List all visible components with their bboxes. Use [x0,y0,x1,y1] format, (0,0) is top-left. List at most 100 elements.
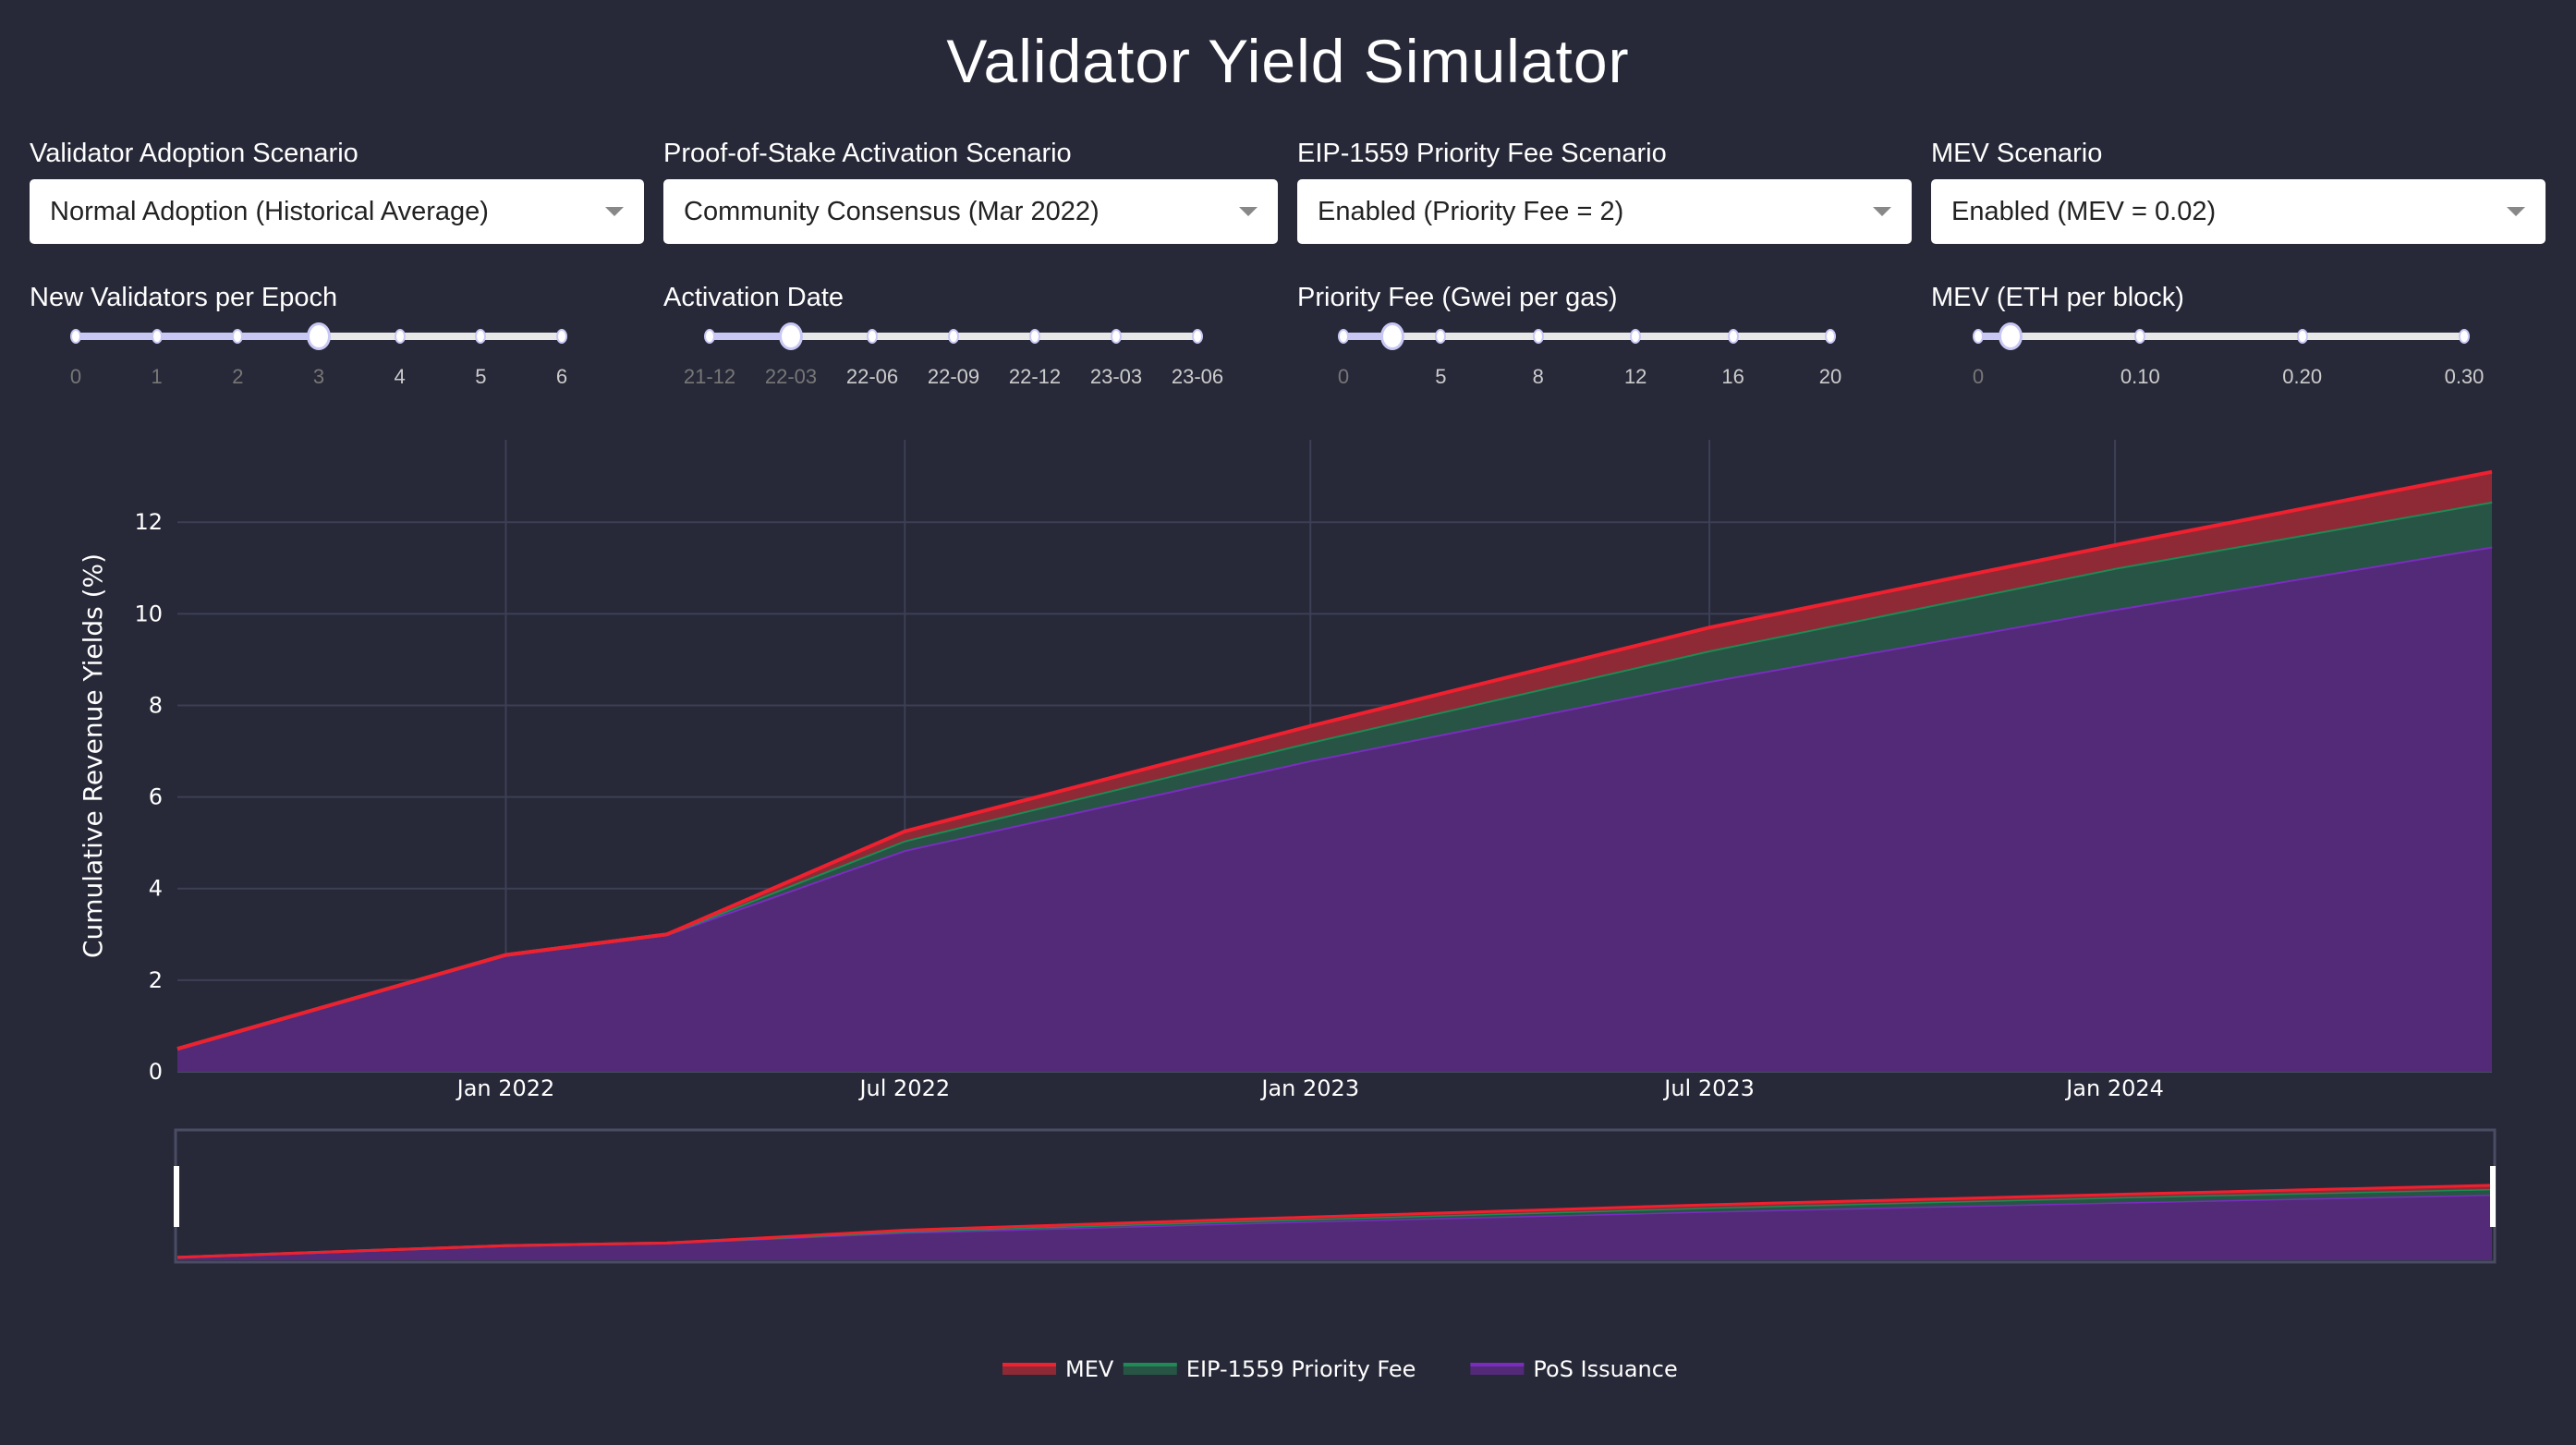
scenario-label: Validator Adoption Scenario [30,139,358,168]
scenario-dropdown[interactable]: Community Consensus (Mar 2022) [663,179,1278,244]
slider-step[interactable] [1727,329,1739,344]
legend-swatch-mev [1002,1364,1056,1375]
dropdown-value: Community Consensus (Mar 2022) [684,196,1100,226]
slider[interactable]: 0 5 8 12 16 20 [1297,313,1912,396]
slider-step[interactable] [232,329,244,344]
y-tick-label: 12 [134,509,163,535]
slider-step[interactable] [867,329,878,344]
x-tick-label: Jan 2023 [1259,1075,1359,1101]
scenario-label: Proof-of-Stake Activation Scenario [663,139,1072,168]
x-tick-label: Jul 2022 [857,1075,950,1101]
slider-track[interactable] [1343,333,1830,340]
slider-tick-label: 16 [1721,365,1744,388]
slider-tick-label: 1 [151,365,163,388]
slider-tick-label: 23-03 [1089,365,1143,388]
x-tick-label: Jan 2024 [2064,1075,2164,1101]
slider-fill [1343,333,1392,340]
slider-step[interactable] [2134,329,2146,344]
slider-step[interactable] [1338,329,1349,344]
control-group: EIP-1559 Priority Fee Scenario Enabled (… [1297,139,1912,396]
legend-swatch-fee [1123,1364,1177,1375]
slider-tick-label: 21-12 [683,365,736,388]
slider-step[interactable] [70,329,81,344]
slider-step[interactable] [2296,329,2308,344]
scenario-dropdown[interactable]: Enabled (Priority Fee = 2) [1297,179,1912,244]
slider[interactable]: 0 1 2 3 4 5 6 [30,313,644,396]
range-area-pos [177,1194,2492,1260]
slider-tick-label: 22-03 [764,365,818,388]
slider-tick-label: 5 [1435,365,1447,388]
slider-fill [1978,333,2011,340]
series-area-pos [177,546,2492,1072]
slider-tick-label: 20 [1818,365,1842,388]
slider-handle[interactable] [779,322,803,350]
y-axis-label: Cumulative Revenue Yields (%) [78,553,108,958]
dropdown-value: Enabled (Priority Fee = 2) [1318,196,1624,226]
slider-tick-label: 3 [312,365,325,388]
chevron-down-icon [2507,207,2525,216]
slider-fill [710,333,791,340]
scenario-dropdown[interactable]: Enabled (MEV = 0.02) [1931,179,2546,244]
slider-step[interactable] [1973,329,1984,344]
slider[interactable]: 21-12 22-03 22-06 22-09 22-12 23-03 23-0… [663,313,1278,396]
y-tick-label: 2 [149,967,163,993]
scenario-dropdown[interactable]: Normal Adoption (Historical Average) [30,179,644,244]
scenario-label: MEV Scenario [1931,139,2103,168]
slider-handle[interactable] [1379,322,1404,350]
range-area-fee [177,1188,2492,1257]
y-tick-label: 10 [134,601,163,626]
slider-step[interactable] [1825,329,1836,344]
slider-handle[interactable] [307,322,331,350]
legend-label: MEV [1065,1356,1114,1382]
slider-tick-label: 5 [475,365,487,388]
slider-label: Priority Fee (Gwei per gas) [1297,283,1618,312]
series-line-mev [176,469,2493,1051]
slider-step[interactable] [2459,329,2470,344]
range-line-mev [176,1184,2493,1259]
slider-step[interactable] [556,329,567,344]
slider-tick-label: 4 [394,365,406,388]
slider[interactable]: 0 0.10 0.20 0.30 [1931,313,2546,396]
slider-tick-label: 22-12 [1008,365,1062,388]
legend-label: PoS Issuance [1533,1356,1677,1382]
slider-step[interactable] [704,329,715,344]
y-tick-label: 6 [149,784,163,810]
page-title: Validator Yield Simulator [946,27,1630,95]
slider-step[interactable] [1532,329,1544,344]
slider-step[interactable] [948,329,959,344]
chevron-down-icon [1873,207,1891,216]
slider-tick-label: 0 [1972,365,1985,388]
slider-tick-label: 0 [1337,365,1350,388]
slider-label: Activation Date [663,283,844,312]
slider-tick-label: 0.20 [2282,365,2323,388]
slider-tick-label: 6 [555,365,568,388]
series-line-fee [176,499,2493,1051]
range-line-fee [176,1187,2493,1259]
slider-step[interactable] [1192,329,1203,344]
dropdown-value: Enabled (MEV = 0.02) [1951,196,2217,226]
slider-step[interactable] [475,329,487,344]
slider-handle[interactable] [1999,322,2023,350]
slider-tick-label: 0.30 [2444,365,2485,388]
range-line-pos [176,1193,2493,1259]
chevron-down-icon [605,207,624,216]
slider-tick-label: 12 [1623,365,1647,388]
series-area-fee [177,501,2492,1050]
range-slider [174,1128,2497,1264]
legend-label: EIP-1559 Priority Fee [1186,1356,1416,1382]
y-tick-label: 4 [149,876,163,902]
slider-tick-label: 2 [232,365,244,388]
chevron-down-icon [1239,207,1258,216]
slider-tick-label: 23-06 [1171,365,1224,388]
slider-step[interactable] [151,329,163,344]
slider-step[interactable] [1435,329,1447,344]
slider-step[interactable] [1029,329,1040,344]
legend-swatch-pos [1470,1364,1525,1375]
slider-step[interactable] [394,329,406,344]
slider-step[interactable] [1111,329,1122,344]
range-area-mev [177,1184,2492,1257]
slider-track[interactable] [1978,333,2464,340]
control-group: MEV Scenario Enabled (MEV = 0.02) MEV (E… [1931,139,2546,396]
slider-step[interactable] [1630,329,1642,344]
scenario-label: EIP-1559 Priority Fee Scenario [1297,139,1667,168]
